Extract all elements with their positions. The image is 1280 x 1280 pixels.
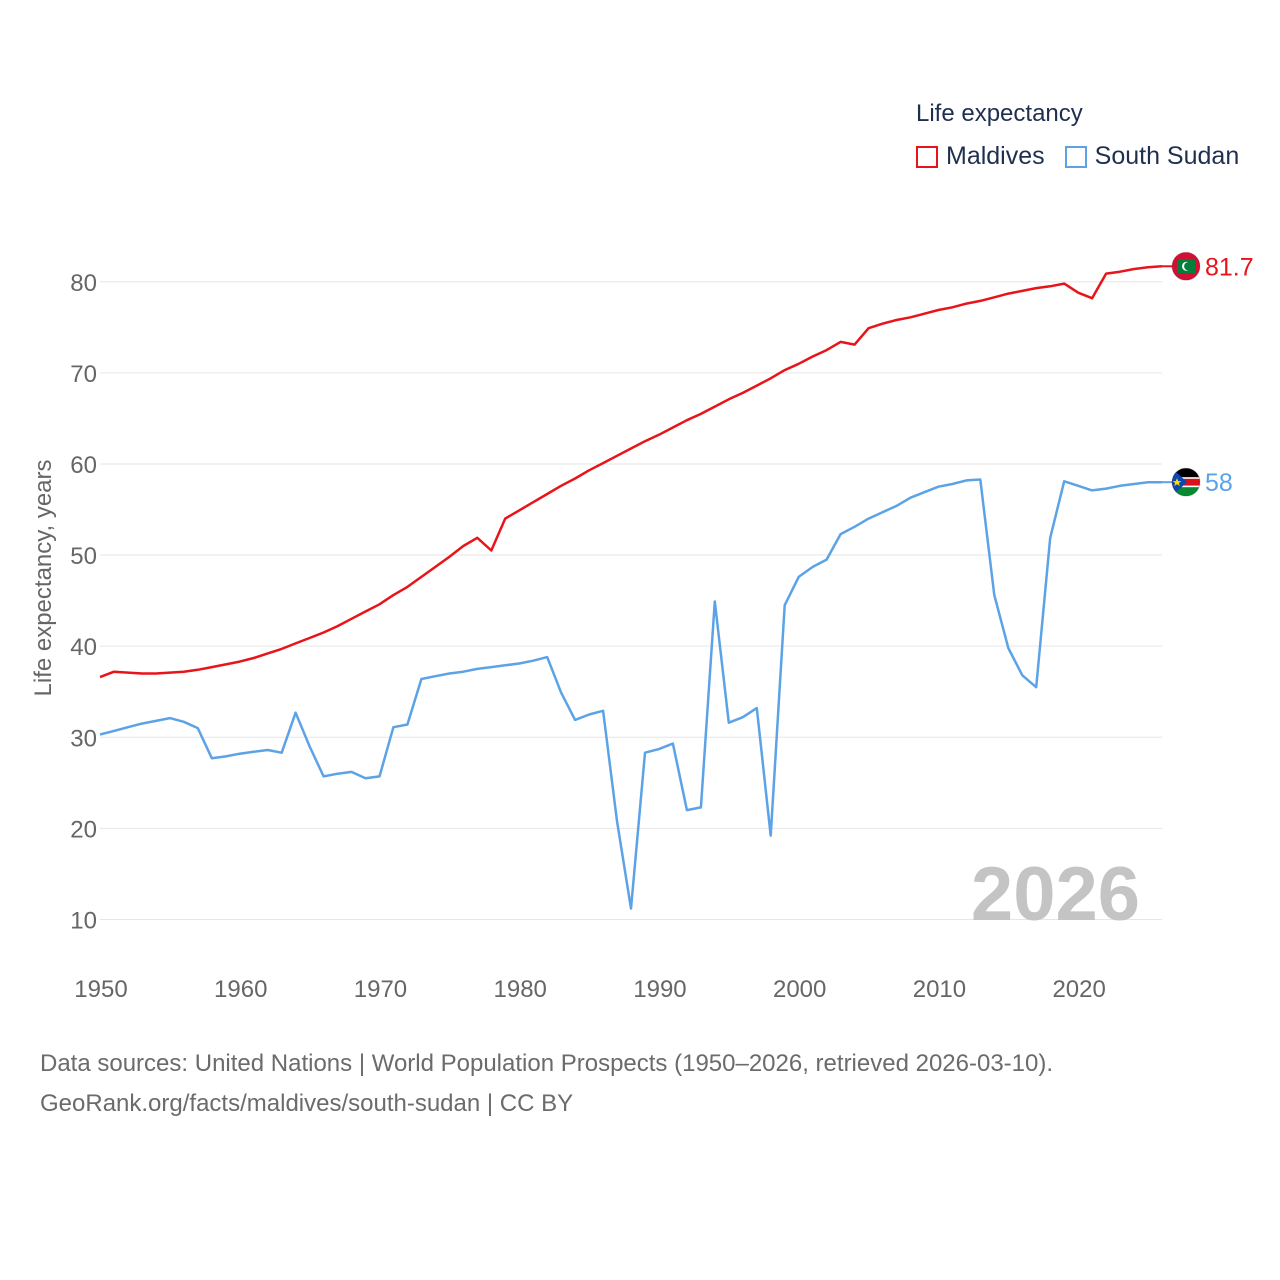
legend: Maldives South Sudan bbox=[916, 142, 1259, 171]
y-tick-label-80: 80 bbox=[70, 270, 97, 297]
y-tick-label-50: 50 bbox=[70, 543, 97, 570]
legend-swatch-south-sudan bbox=[1064, 145, 1087, 168]
series-line-maldives bbox=[99, 265, 1163, 679]
x-tick-label-1950: 1950 bbox=[74, 976, 127, 1003]
legend-title: Life expectancy bbox=[916, 100, 1083, 127]
legend-item-maldives[interactable]: Maldives bbox=[916, 142, 1045, 171]
series-endpoints: 81.7 58 bbox=[1162, 251, 1254, 497]
sources-line-2: GeoRank.org/facts/maldives/south-sudan |… bbox=[40, 1090, 574, 1117]
y-tick-label-60: 60 bbox=[70, 452, 97, 479]
legend-item-south-sudan[interactable]: South Sudan bbox=[1064, 142, 1240, 171]
y-tick-label-30: 30 bbox=[70, 725, 97, 752]
y-tick-label-70: 70 bbox=[70, 361, 97, 388]
sources-line-1: Data sources: United Nations | World Pop… bbox=[40, 1050, 1054, 1077]
x-axis-ticks: 1950 1960 1970 1980 1990 2000 2010 2020 bbox=[74, 976, 1106, 1003]
series-line-south-sudan bbox=[99, 478, 1162, 910]
legend-label-south-sudan: South Sudan bbox=[1094, 142, 1240, 170]
grid-lines bbox=[100, 281, 1162, 920]
flag-icon-maldives bbox=[1172, 252, 1200, 281]
x-tick-label-2020: 2020 bbox=[1052, 976, 1105, 1003]
x-tick-label-2010: 2010 bbox=[913, 976, 966, 1003]
legend-label-maldives: Maldives bbox=[946, 142, 1045, 170]
y-tick-label-40: 40 bbox=[70, 634, 97, 661]
x-tick-label-1970: 1970 bbox=[354, 976, 407, 1003]
y-axis-ticks: 10 20 30 40 50 60 70 80 bbox=[70, 270, 97, 935]
flag-icon-south-sudan bbox=[1172, 468, 1200, 497]
y-axis-label: Life expectancy, years bbox=[30, 459, 57, 696]
end-value-label-maldives: 81.7 bbox=[1205, 253, 1254, 281]
x-tick-label-1960: 1960 bbox=[214, 976, 267, 1003]
y-tick-label-10: 10 bbox=[70, 907, 97, 934]
data-sources: Data sources: United Nations | World Pop… bbox=[40, 1044, 1053, 1124]
year-watermark: 2026 bbox=[971, 852, 1140, 937]
series-lines bbox=[99, 265, 1163, 910]
y-tick-label-20: 20 bbox=[70, 816, 97, 843]
end-value-label-south-sudan: 58 bbox=[1205, 469, 1233, 497]
x-tick-label-1990: 1990 bbox=[633, 976, 686, 1003]
legend-swatch-maldives bbox=[916, 145, 938, 168]
x-tick-label-2000: 2000 bbox=[773, 976, 826, 1003]
x-tick-label-1980: 1980 bbox=[494, 976, 547, 1003]
